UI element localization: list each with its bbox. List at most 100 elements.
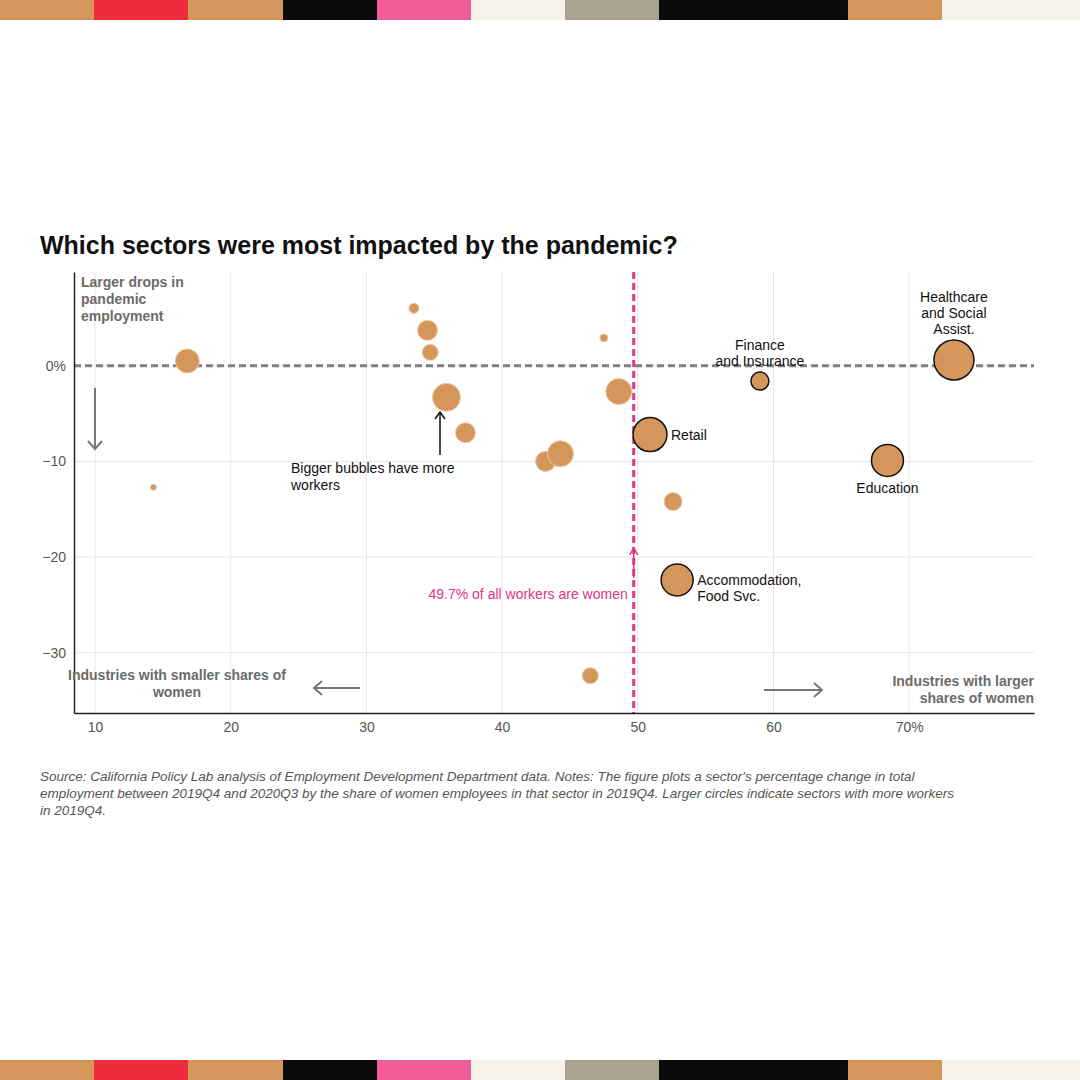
bubble xyxy=(455,423,475,443)
bubble xyxy=(432,383,460,411)
arrow xyxy=(764,683,822,697)
tick-label: 20 xyxy=(223,719,239,735)
bubble-label-line: and Insurance xyxy=(716,353,805,369)
stripe xyxy=(848,0,942,20)
tick-label: 0% xyxy=(46,358,66,374)
stripe xyxy=(377,1060,471,1080)
bubble xyxy=(661,564,693,596)
bubble xyxy=(633,418,667,452)
bubble-label-line: Accommodation, xyxy=(697,572,801,588)
bubble-label: Retail xyxy=(671,427,707,443)
tick: 40 xyxy=(495,713,511,735)
bubble xyxy=(664,493,682,511)
bubble-label-line: Education xyxy=(856,480,918,496)
source-note-line: Source: California Policy Lab analysis o… xyxy=(40,769,916,784)
arrow xyxy=(630,548,638,578)
annotation-line: employment xyxy=(81,308,164,324)
tick: 50 xyxy=(630,713,646,735)
bubble xyxy=(600,334,608,342)
stripe xyxy=(188,0,283,20)
arrow-head xyxy=(88,441,102,449)
tick-label: −10 xyxy=(42,453,66,469)
source-note: Source: California Policy Lab analysis o… xyxy=(40,769,954,818)
tick: 20 xyxy=(223,713,239,735)
x-axis: 10 20 30 40 50 60 70% xyxy=(75,713,1035,735)
stripe xyxy=(565,0,659,20)
stripe xyxy=(659,0,848,20)
bubble xyxy=(606,379,632,405)
source-note-line: employment between 2019Q4 and 2020Q3 by … xyxy=(40,786,954,801)
bubble-label-line: Assist. xyxy=(933,321,974,337)
bubble-label-line: Healthcare xyxy=(920,289,988,305)
tick: 60 xyxy=(766,713,782,735)
stripe xyxy=(0,0,94,20)
tick-label: −30 xyxy=(42,645,66,661)
stripe xyxy=(942,0,1080,20)
tick: 30 xyxy=(359,713,375,735)
grid-line xyxy=(366,272,367,713)
tick: 70% xyxy=(896,713,924,735)
annotation-line: workers xyxy=(290,477,340,493)
tick: 0% xyxy=(46,358,74,374)
source-note-line: in 2019Q4. xyxy=(40,803,106,818)
grid-line xyxy=(95,272,96,713)
axis-line xyxy=(75,713,1035,715)
plot-area xyxy=(74,272,1034,713)
arrow-shaft xyxy=(314,687,360,689)
stripe xyxy=(94,0,188,20)
reference-line xyxy=(74,364,1034,367)
stripe xyxy=(94,1060,188,1080)
bubble-label-line: Food Svc. xyxy=(697,588,760,604)
annotations: Larger drops inpandemicemployment Industr… xyxy=(68,274,1034,706)
stripe xyxy=(188,1060,283,1080)
bubble xyxy=(417,320,437,340)
arrow xyxy=(435,412,445,455)
annotation: Larger drops inpandemicemployment xyxy=(81,274,184,324)
reference-label: 49.7% of all workers are women xyxy=(429,586,628,602)
bubble xyxy=(422,344,438,360)
annotation: Bigger bubbles have moreworkers xyxy=(290,460,455,493)
bubble xyxy=(409,303,419,313)
annotation-line: Industries with smaller shares of xyxy=(68,667,286,683)
arrow-shaft xyxy=(439,413,441,455)
bubble-label-line: Retail xyxy=(671,427,707,443)
chart: Which sectors were most impacted by the … xyxy=(0,0,1080,1080)
annotation-line: Bigger bubbles have more xyxy=(291,460,455,476)
annotation-line: pandemic xyxy=(81,291,147,307)
stripe xyxy=(283,1060,377,1080)
annotation-line: Larger drops in xyxy=(81,274,184,290)
tick-label: 10 xyxy=(88,719,104,735)
stripe xyxy=(0,1060,94,1080)
grid-line xyxy=(74,557,1034,558)
bubble xyxy=(175,349,199,373)
bubble-label: Accommodation,Food Svc. xyxy=(697,572,801,604)
bubble-label-line: Finance xyxy=(735,337,785,353)
grid xyxy=(74,272,1034,713)
tick-label: 50 xyxy=(630,719,646,735)
tick-label: 30 xyxy=(359,719,375,735)
arrow-head xyxy=(630,548,638,555)
arrow xyxy=(88,388,102,449)
bubble-label: Healthcareand SocialAssist. xyxy=(920,289,988,337)
bubble-label: Financeand Insurance xyxy=(716,337,805,369)
bubble xyxy=(934,340,974,380)
tick: −20 xyxy=(42,549,74,565)
arrow-shaft xyxy=(764,689,822,691)
tick: −10 xyxy=(42,453,74,469)
tick: −30 xyxy=(42,645,74,661)
bubble xyxy=(150,484,156,490)
grid-line xyxy=(74,365,1034,366)
stripe xyxy=(942,1060,1080,1080)
tick-label: 60 xyxy=(766,719,782,735)
stripe xyxy=(565,1060,659,1080)
bubble xyxy=(871,444,903,476)
annotation-line: Industries with larger xyxy=(892,673,1034,689)
annotation: Industries with largershares of women xyxy=(892,673,1034,706)
tick-label: 70% xyxy=(896,719,924,735)
tick-label: −20 xyxy=(42,549,66,565)
grid-line xyxy=(74,652,1034,653)
stripe xyxy=(283,0,377,20)
stripe xyxy=(848,1060,942,1080)
axis-line xyxy=(74,273,76,714)
arrow-head xyxy=(314,681,322,695)
